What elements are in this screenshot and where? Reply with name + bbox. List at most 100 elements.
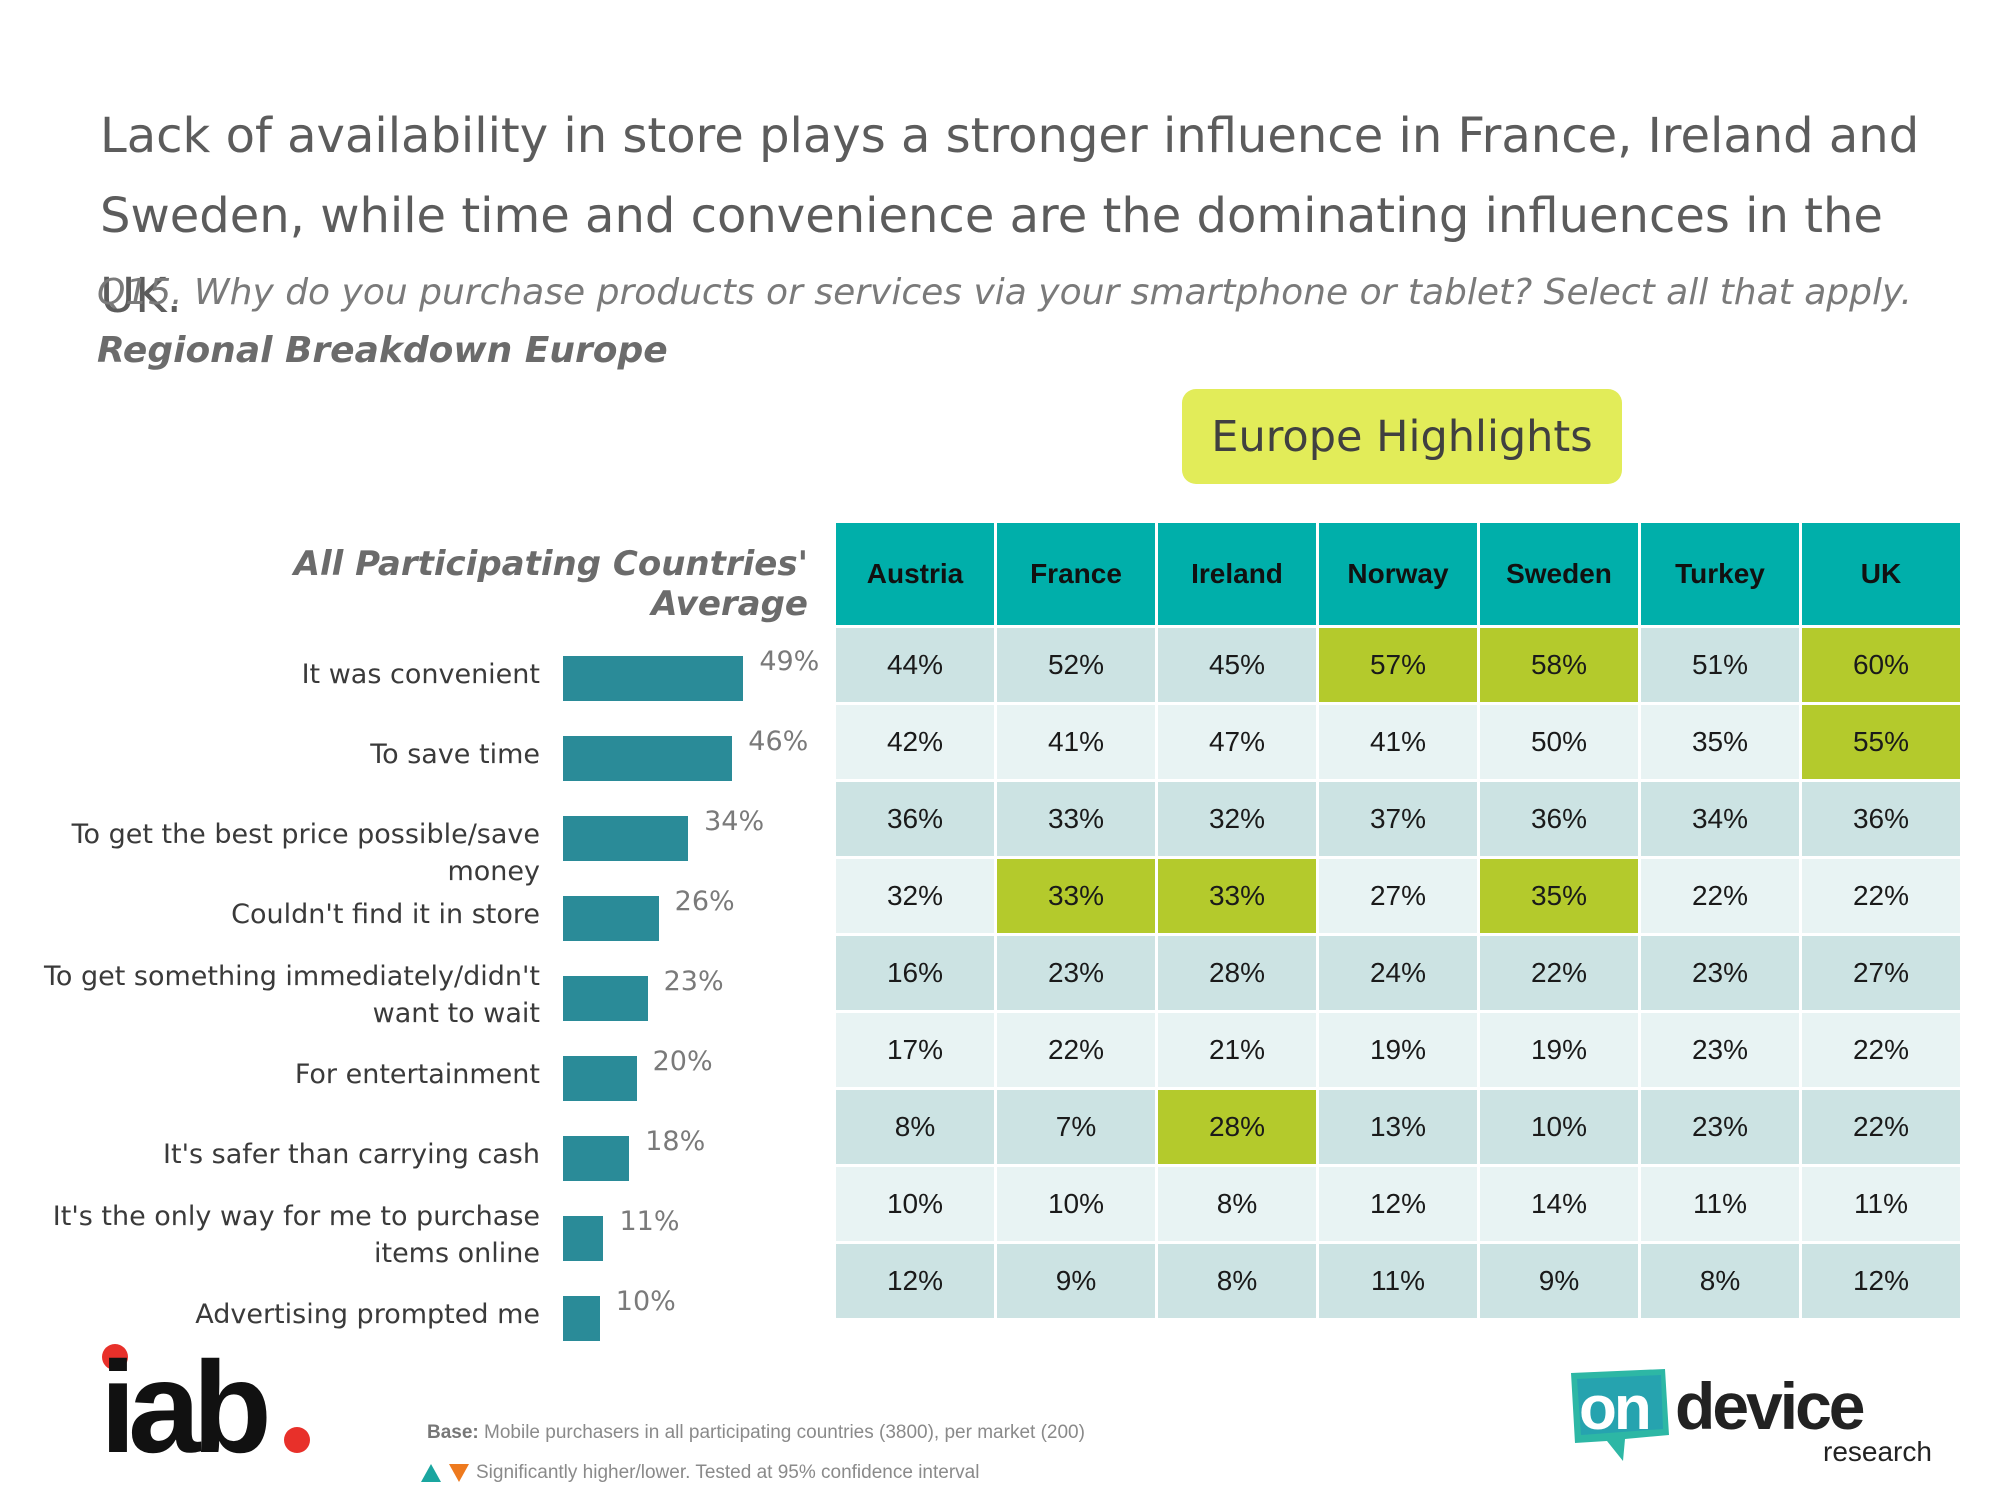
ondevice-on-text: on <box>1579 1374 1649 1443</box>
table-cell: 36% <box>1799 779 1963 859</box>
table-cell: 58% <box>1477 625 1641 705</box>
bar <box>563 1295 600 1341</box>
table-cell: 22% <box>1799 1087 1963 1167</box>
regional-subheading: Regional Breakdown Europe <box>97 330 668 371</box>
bar <box>563 1055 637 1101</box>
iab-logo-mark: iab <box>100 1334 310 1480</box>
bar <box>563 895 659 941</box>
table-cell: 41% <box>994 702 1158 782</box>
base-text: Mobile purchasers in all participating c… <box>484 1422 1085 1443</box>
bar <box>563 1215 604 1261</box>
table-cell: 23% <box>1638 1010 1802 1090</box>
question-text: Q15. Why do you purchase products or ser… <box>97 272 1912 313</box>
ondevice-logo-mark: on device research <box>1571 1369 1932 1467</box>
up-triangle-icon <box>421 1464 441 1482</box>
significance-text: Significantly higher/lower. Tested at 95… <box>476 1462 980 1483</box>
country-breakdown-table: Austria France Ireland Norway Sweden Tur… <box>833 520 1963 1321</box>
table-cell: 21% <box>1155 1010 1319 1090</box>
table-cell: 9% <box>994 1241 1158 1321</box>
table-cell: 7% <box>994 1087 1158 1167</box>
table-cell: 45% <box>1155 625 1319 705</box>
down-triangle-icon <box>449 1464 469 1482</box>
bar-category-label: Advertising prompted me <box>195 1299 540 1330</box>
table-cell: 9% <box>1477 1241 1641 1321</box>
table-cell: 16% <box>833 933 997 1013</box>
ondevice-research-logo: on device research <box>1565 1365 1965 1475</box>
bar-value-label: 34% <box>704 806 765 837</box>
table-cell: 10% <box>994 1164 1158 1244</box>
column-header-sweden: Sweden <box>1477 520 1641 628</box>
table-cell: 23% <box>1638 1087 1802 1167</box>
bar <box>563 735 733 781</box>
table-cell: 36% <box>833 779 997 859</box>
table-header-row: Austria France Ireland Norway Sweden Tur… <box>833 520 1963 628</box>
table-cell: 19% <box>1316 1010 1480 1090</box>
speech-bubble-shape <box>1571 1369 1669 1461</box>
ondevice-research-text: research <box>1823 1436 1932 1467</box>
table-cell: 11% <box>1316 1241 1480 1321</box>
iab-logo-dot-period <box>284 1427 310 1453</box>
table-cell: 57% <box>1316 625 1480 705</box>
table-row: 8% 7% 28% 13% 10% 23% 22% <box>833 1087 1963 1167</box>
table-cell: 41% <box>1316 702 1480 782</box>
bar-value-label: 49% <box>759 646 820 677</box>
table-cell: 10% <box>833 1164 997 1244</box>
table-cell: 32% <box>833 856 997 936</box>
bar-category-label: To save time <box>370 739 540 770</box>
table-cell: 23% <box>1638 933 1802 1013</box>
bar <box>563 975 648 1021</box>
table-cell: 12% <box>1799 1241 1963 1321</box>
table-row: 36% 33% 32% 37% 36% 34% 36% <box>833 779 1963 859</box>
table-row: 32% 33% 33% 27% 35% 22% 22% <box>833 856 1963 936</box>
table-row: 10% 10% 8% 12% 14% 11% 11% <box>833 1164 1963 1244</box>
ondevice-device-text: device <box>1675 1369 1864 1443</box>
bar-value-label: 10% <box>615 1286 676 1317</box>
table-cell: 12% <box>833 1241 997 1321</box>
table-cell: 36% <box>1477 779 1641 859</box>
table-cell: 33% <box>1155 856 1319 936</box>
table-row: 44% 52% 45% 57% 58% 51% 60% <box>833 625 1963 705</box>
table-cell: 28% <box>1155 933 1319 1013</box>
table-row: 17% 22% 21% 19% 19% 23% 22% <box>833 1010 1963 1090</box>
table-cell: 28% <box>1155 1087 1319 1167</box>
bar-category-label: To get the best price possible/save mone… <box>71 819 540 887</box>
table-cell: 37% <box>1316 779 1480 859</box>
base-footnote: Base: Mobile purchasers in all participa… <box>427 1422 1085 1444</box>
bar-category-label: It was convenient <box>301 659 540 690</box>
table-cell: 22% <box>1477 933 1641 1013</box>
table-cell: 32% <box>1155 779 1319 859</box>
table-cell: 24% <box>1316 933 1480 1013</box>
iab-logo-dot-red <box>102 1344 128 1370</box>
speech-bubble-shadow <box>1577 1375 1663 1435</box>
table-cell: 8% <box>833 1087 997 1167</box>
iab-logo-text: iab <box>100 1340 267 1460</box>
column-header-turkey: Turkey <box>1638 520 1802 628</box>
table-cell: 12% <box>1316 1164 1480 1244</box>
bar <box>563 1135 630 1181</box>
table-cell: 27% <box>1799 933 1963 1013</box>
table-cell: 8% <box>1155 1241 1319 1321</box>
column-header-france: France <box>994 520 1158 628</box>
table-cell: 11% <box>1638 1164 1802 1244</box>
bar-category-label: It's the only way for me to purchase ite… <box>52 1201 540 1269</box>
table-cell: 33% <box>994 779 1158 859</box>
table-cell: 22% <box>1799 856 1963 936</box>
significance-footnote: Significantly higher/lower. Tested at 95… <box>420 1462 979 1484</box>
table-cell: 13% <box>1316 1087 1480 1167</box>
base-label: Base: <box>427 1422 479 1443</box>
table-cell: 34% <box>1638 779 1802 859</box>
table-row: 12% 9% 8% 11% 9% 8% 12% <box>833 1241 1963 1321</box>
table-cell: 60% <box>1799 625 1963 705</box>
table-cell: 22% <box>1799 1010 1963 1090</box>
bar-category-label: Couldn't find it in store <box>231 899 540 930</box>
table-cell: 10% <box>1477 1087 1641 1167</box>
table-cell: 50% <box>1477 702 1641 782</box>
table-cell: 8% <box>1155 1164 1319 1244</box>
column-header-ireland: Ireland <box>1155 520 1319 628</box>
column-header-uk: UK <box>1799 520 1963 628</box>
table-cell: 22% <box>1638 856 1802 936</box>
table-cell: 35% <box>1638 702 1802 782</box>
average-chart-title: All Participating Countries' Average <box>293 544 808 624</box>
bar-value-label: 23% <box>663 966 724 997</box>
bar-value-label: 26% <box>674 886 735 917</box>
